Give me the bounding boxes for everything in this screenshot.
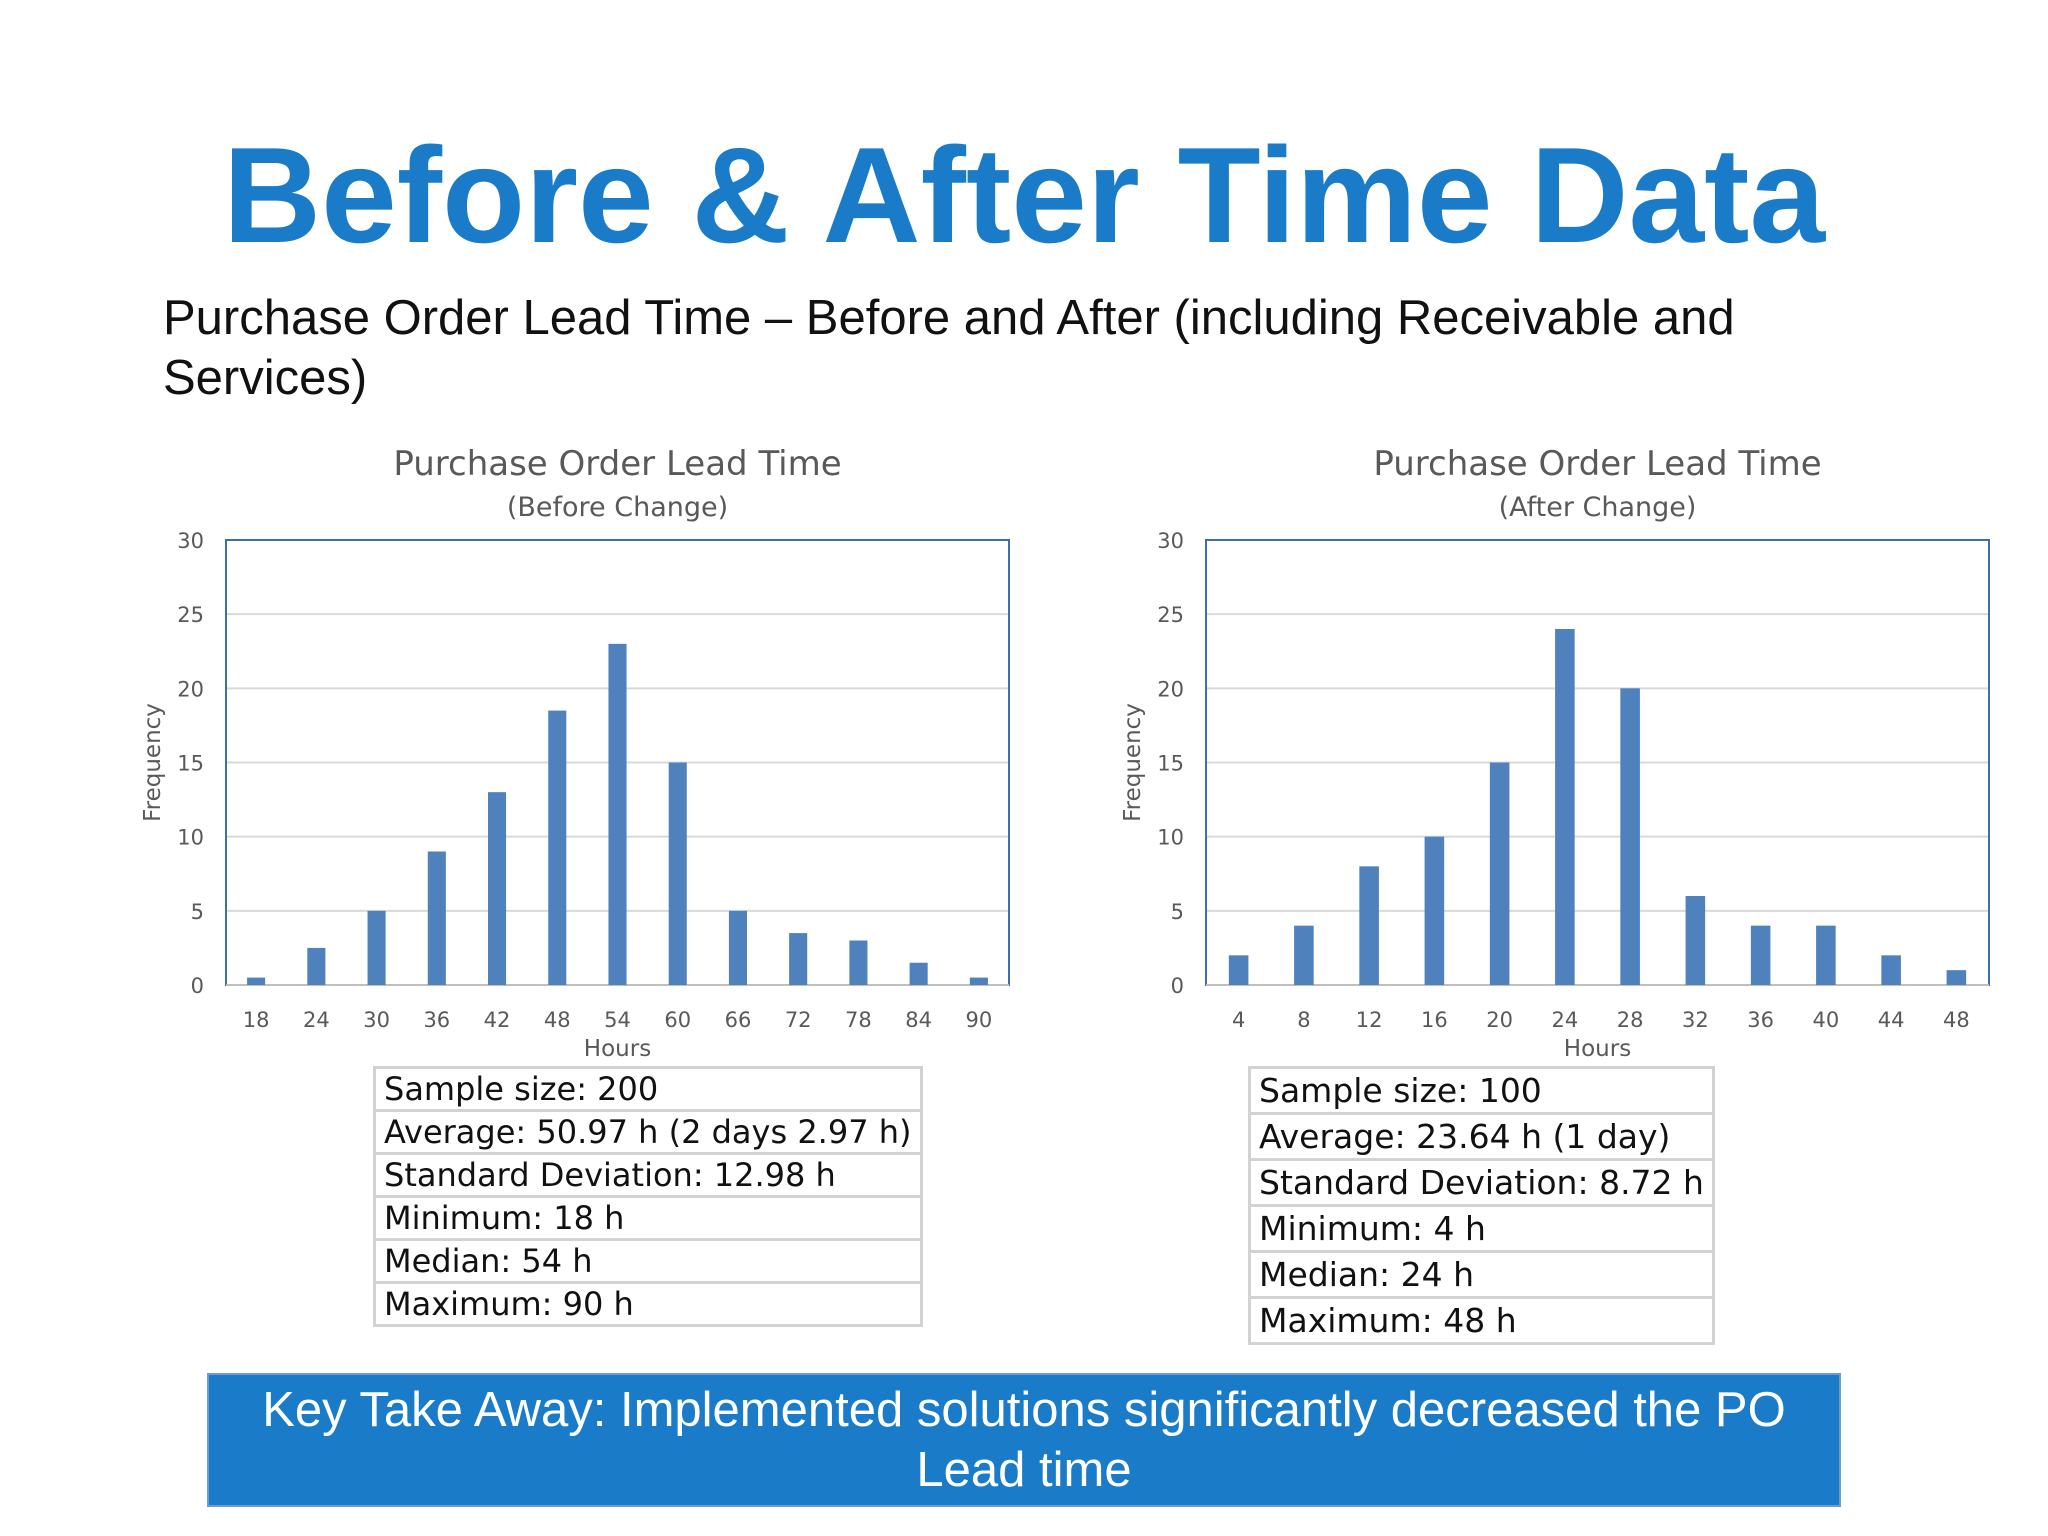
stat-sample-size: Sample size: 200 (373, 1066, 923, 1112)
y-tick-label: 0 (191, 974, 204, 998)
bar-28 (1620, 688, 1640, 985)
bar-48 (1946, 970, 1967, 985)
x-tick-label: 16 (1421, 1008, 1448, 1032)
bar-60 (668, 762, 687, 985)
bar-8 (1294, 925, 1314, 985)
stat-median: Median: 54 h (373, 1238, 923, 1284)
y-tick-label: 5 (1171, 900, 1184, 924)
stat-maximum: Maximum: 48 h (1248, 1296, 1715, 1345)
stat-minimum: Minimum: 4 h (1248, 1204, 1715, 1253)
stat-minimum: Minimum: 18 h (373, 1195, 923, 1241)
bar-24 (1555, 629, 1575, 985)
x-tick-label: 60 (664, 1008, 691, 1032)
x-tick-label: 42 (484, 1008, 511, 1032)
stat-maximum: Maximum: 90 h (373, 1281, 923, 1327)
bar-90 (969, 977, 988, 985)
y-tick-label: 20 (1157, 677, 1184, 701)
x-tick-label: 28 (1617, 1008, 1644, 1032)
bar-42 (488, 792, 507, 985)
x-tick-label: 72 (785, 1008, 812, 1032)
stat-std-dev: Standard Deviation: 8.72 h (1248, 1158, 1715, 1207)
y-tick-label: 25 (1157, 603, 1184, 627)
stat-average: Average: 50.97 h (2 days 2.97 h) (373, 1109, 923, 1155)
x-tick-label: 48 (544, 1008, 571, 1032)
bar-30 (367, 910, 386, 985)
x-tick-label: 24 (1552, 1008, 1579, 1032)
y-tick-label: 15 (1157, 752, 1184, 776)
x-tick-label: 40 (1813, 1008, 1840, 1032)
bar-16 (1424, 836, 1445, 985)
y-axis-label: Frequency (140, 703, 166, 822)
bar-12 (1359, 866, 1379, 985)
stats-table-after: Sample size: 100 Average: 23.64 h (1 day… (1248, 1066, 1715, 1345)
chart-before: Purchase Order Lead Time (Before Change) 0… (140, 444, 1010, 1060)
x-tick-label: 32 (1682, 1008, 1709, 1032)
bar-4 (1228, 955, 1249, 985)
x-tick-label: 66 (725, 1008, 752, 1032)
chart-subtitle: (Before Change) (507, 492, 728, 523)
stat-std-dev: Standard Deviation: 12.98 h (373, 1152, 923, 1198)
x-tick-label: 44 (1878, 1008, 1905, 1032)
x-tick-label: 12 (1356, 1008, 1383, 1032)
y-tick-label: 10 (177, 826, 204, 850)
x-tick-label: 78 (845, 1008, 872, 1032)
y-tick-label: 30 (177, 529, 204, 553)
y-tick-label: 10 (1157, 826, 1184, 850)
bar-36 (427, 851, 446, 985)
bar-44 (1881, 955, 1901, 985)
x-axis-label: Hours (1564, 1036, 1631, 1060)
y-tick-label: 25 (177, 603, 204, 627)
y-tick-label: 0 (1171, 974, 1184, 998)
bar-72 (789, 933, 808, 985)
x-tick-label: 90 (966, 1008, 993, 1032)
bar-18 (247, 977, 266, 985)
x-tick-label: 8 (1297, 1008, 1310, 1032)
key-takeaway-banner: Key Take Away: Implemented solutions sig… (207, 1373, 1841, 1507)
chart-title: Purchase Order Lead Time (1373, 444, 1821, 484)
slide-subtitle: Purchase Order Lead Time – Before and Af… (163, 291, 1735, 405)
x-tick-label: 4 (1232, 1008, 1245, 1032)
stat-median: Median: 24 h (1248, 1250, 1715, 1299)
y-tick-label: 20 (177, 677, 204, 701)
x-tick-label: 30 (363, 1008, 390, 1032)
x-axis-label: Hours (584, 1036, 651, 1060)
chart-after: Purchase Order Lead Time (After Change) 0 5… (1120, 444, 1990, 1060)
x-tick-label: 36 (1747, 1008, 1774, 1032)
stat-sample-size: Sample size: 100 (1248, 1066, 1715, 1115)
x-tick-label: 18 (243, 1008, 270, 1032)
stats-table-before: Sample size: 200 Average: 50.97 h (2 day… (373, 1066, 923, 1327)
y-tick-label: 30 (1157, 529, 1184, 553)
bar-66 (728, 910, 747, 985)
y-tick-label: 5 (191, 900, 204, 924)
x-tick-label: 84 (905, 1008, 932, 1032)
bar-40 (1816, 925, 1836, 985)
key-takeaway-text: Key Take Away: Implemented solutions sig… (262, 1383, 1786, 1497)
bar-48 (548, 710, 567, 985)
stat-average: Average: 23.64 h (1 day) (1248, 1112, 1715, 1161)
x-tick-label: 20 (1486, 1008, 1513, 1032)
bar-84 (909, 962, 928, 985)
chart-title: Purchase Order Lead Time (393, 444, 841, 484)
y-tick-label: 15 (177, 752, 204, 776)
bar-78 (849, 940, 868, 985)
x-tick-label: 54 (604, 1008, 631, 1032)
x-tick-label: 48 (1943, 1008, 1970, 1032)
y-axis-label: Frequency (1120, 703, 1146, 822)
chart-subtitle: (After Change) (1499, 492, 1697, 523)
slide-title: Before & After Time Data (222, 119, 1826, 271)
bar-54 (608, 643, 627, 985)
bar-32 (1685, 896, 1706, 985)
x-tick-label: 24 (303, 1008, 330, 1032)
x-tick-label: 36 (423, 1008, 450, 1032)
bar-36 (1750, 925, 1771, 985)
bar-24 (307, 947, 326, 985)
bar-20 (1489, 762, 1510, 985)
